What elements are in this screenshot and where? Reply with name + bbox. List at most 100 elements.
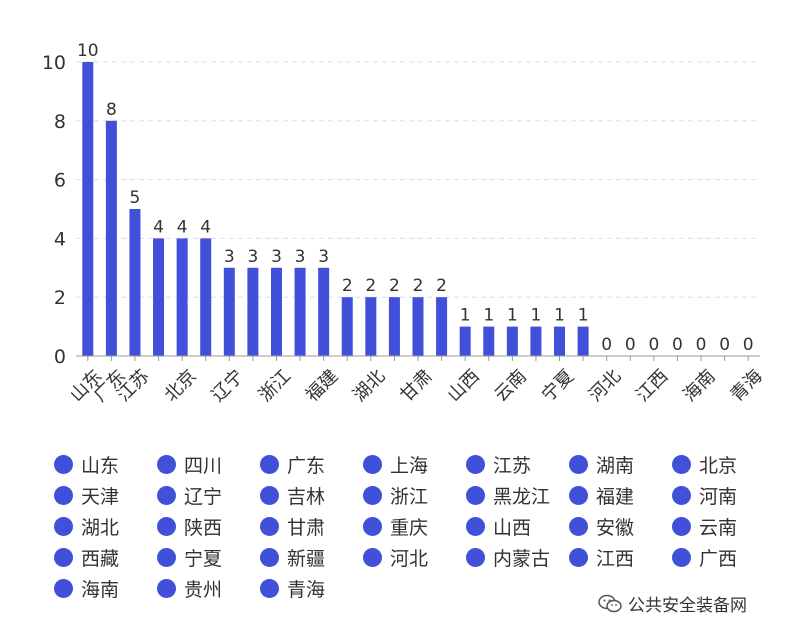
bar-吉林 — [247, 267, 259, 356]
bar-山东 — [82, 62, 94, 356]
legend-label: 山西 — [493, 516, 532, 539]
legend-label: 广东 — [287, 454, 326, 477]
data-label: 1 — [531, 306, 542, 326]
data-label: 4 — [177, 217, 188, 237]
bar-辽宁 — [223, 267, 235, 356]
legend-dot-icon — [363, 454, 382, 474]
legend-item[interactable]: 山东 — [54, 452, 157, 477]
legend-item[interactable]: 福建 — [569, 483, 672, 508]
legend-item[interactable]: 西藏 — [54, 545, 157, 570]
bar-宁夏 — [554, 326, 566, 356]
bar-浙江 — [270, 267, 282, 356]
data-label: 1 — [460, 306, 471, 326]
data-label: 1 — [554, 306, 565, 326]
legend-label: 湖南 — [596, 454, 635, 477]
legend-item[interactable]: 四川 — [157, 452, 260, 477]
legend-item[interactable]: 上海 — [363, 452, 466, 477]
data-label: 1 — [483, 306, 494, 326]
legend-item[interactable]: 海南 — [54, 576, 157, 601]
bar-重庆 — [436, 297, 448, 356]
legend-label: 云南 — [699, 516, 738, 539]
watermark: 公共安全装备网 — [598, 591, 747, 616]
data-label: 1 — [578, 306, 589, 326]
legend-label: 安徽 — [596, 516, 635, 539]
legend-dot-icon — [157, 547, 176, 567]
bar-湖南 — [153, 238, 165, 356]
x-tick-label: 山西 — [443, 366, 483, 406]
legend-item[interactable]: 湖南 — [569, 452, 672, 477]
legend-item[interactable]: 内蒙古 — [466, 545, 569, 570]
data-label: 8 — [106, 100, 117, 120]
data-label: 5 — [130, 188, 141, 208]
legend-dot-icon — [569, 454, 588, 474]
legend-item[interactable]: 河南 — [672, 483, 775, 508]
legend-item[interactable]: 新疆 — [260, 545, 363, 570]
data-label: 2 — [365, 276, 376, 296]
data-label: 0 — [743, 335, 754, 355]
legend-dot-icon — [157, 516, 176, 536]
legend-item[interactable]: 宁夏 — [157, 545, 260, 570]
y-tick-label: 10 — [42, 52, 66, 74]
legend-item[interactable]: 青海 — [260, 576, 363, 601]
legend-label: 天津 — [81, 485, 120, 508]
legend-label: 福建 — [596, 485, 635, 508]
legend-label: 北京 — [699, 454, 738, 477]
legend-dot-icon — [54, 454, 73, 474]
data-label: 0 — [672, 335, 683, 355]
y-tick-label: 4 — [54, 228, 66, 250]
bar-云南 — [506, 326, 518, 356]
legend-item[interactable]: 辽宁 — [157, 483, 260, 508]
bar-新疆 — [577, 326, 589, 356]
watermark-text: 公共安全装备网 — [628, 596, 747, 616]
legend-item[interactable]: 天津 — [54, 483, 157, 508]
data-label: 3 — [295, 247, 306, 267]
legend-item[interactable]: 吉林 — [260, 483, 363, 508]
legend-label: 四川 — [184, 454, 223, 477]
data-label: 4 — [153, 217, 164, 237]
legend-label: 甘肃 — [287, 516, 326, 539]
data-label: 0 — [648, 335, 659, 355]
x-tick-label: 海南 — [679, 366, 719, 406]
legend-label: 内蒙古 — [493, 547, 551, 570]
data-label: 1 — [507, 306, 518, 326]
legend-item[interactable]: 江西 — [569, 545, 672, 570]
y-tick-label: 2 — [54, 287, 66, 309]
legend-label: 吉林 — [287, 485, 326, 508]
legend-label: 上海 — [390, 454, 429, 477]
legend-label: 海南 — [81, 578, 120, 601]
legend-dot-icon — [569, 547, 588, 567]
legend-item[interactable]: 浙江 — [363, 483, 466, 508]
legend-item[interactable]: 贵州 — [157, 576, 260, 601]
legend-item[interactable]: 安徽 — [569, 514, 672, 539]
legend-label: 黑龙江 — [493, 485, 551, 508]
legend-item[interactable]: 广西 — [672, 545, 775, 570]
legend-dot-icon — [672, 485, 691, 505]
legend-dot-icon — [260, 516, 279, 536]
legend-item[interactable]: 甘肃 — [260, 514, 363, 539]
data-label: 2 — [436, 276, 447, 296]
legend-item[interactable]: 湖北 — [54, 514, 157, 539]
legend-item[interactable]: 黑龙江 — [466, 483, 569, 508]
legend-item[interactable]: 江苏 — [466, 452, 569, 477]
legend-dot-icon — [260, 547, 279, 567]
x-tick-label: 宁夏 — [538, 366, 578, 406]
legend-dot-icon — [672, 547, 691, 567]
legend-item[interactable]: 重庆 — [363, 514, 466, 539]
x-tick-label: 河北 — [585, 366, 625, 406]
data-label: 0 — [601, 335, 612, 355]
legend-dot-icon — [260, 454, 279, 474]
data-label: 3 — [224, 247, 235, 267]
legend: 山东 四川 广东 上海 江苏 湖南 北京天津 辽宁 吉林 浙江 黑龙江 福建 河南湖北 陕西 甘肃 重庆 山西 安… — [54, 452, 775, 601]
bar-安徽 — [483, 326, 495, 356]
legend-item[interactable]: 北京 — [672, 452, 775, 477]
legend-item[interactable]: 云南 — [672, 514, 775, 539]
legend-item[interactable]: 河北 — [363, 545, 466, 570]
data-label: 0 — [625, 335, 636, 355]
bar-陕西 — [388, 297, 400, 356]
x-tick-label: 浙江 — [255, 366, 295, 406]
legend-label: 浙江 — [390, 485, 429, 508]
legend-item[interactable]: 山西 — [466, 514, 569, 539]
legend-item[interactable]: 陕西 — [157, 514, 260, 539]
legend-item[interactable]: 广东 — [260, 452, 363, 477]
